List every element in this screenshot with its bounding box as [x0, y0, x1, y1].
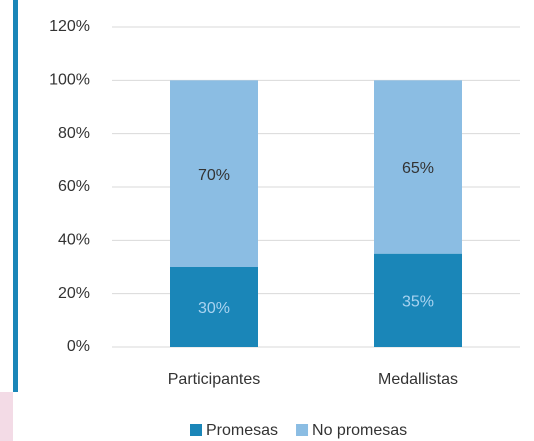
x-tick-label: Participantes	[168, 371, 261, 388]
legend-label: Promesas	[206, 422, 278, 439]
bar-segment	[170, 80, 258, 267]
side-accent	[13, 0, 18, 392]
y-tick-label: 40%	[58, 232, 90, 249]
x-tick-label: Medallistas	[378, 371, 458, 388]
bar-segment	[374, 253, 462, 347]
y-tick-label: 60%	[58, 178, 90, 195]
bar-segment	[374, 80, 462, 254]
legend-swatch	[296, 424, 309, 436]
side-block	[0, 392, 13, 441]
value-label: 35%	[402, 294, 434, 311]
y-tick-label: 0%	[67, 338, 90, 355]
y-tick-label: 120%	[49, 18, 90, 35]
bar-segment	[170, 267, 258, 347]
legend-swatch	[190, 424, 202, 436]
y-tick-label: 100%	[49, 72, 90, 89]
legend-label: No promesas	[312, 422, 407, 439]
y-tick-label: 20%	[58, 285, 90, 302]
value-label: 30%	[198, 300, 230, 317]
value-label: 70%	[198, 167, 230, 184]
value-label: 65%	[402, 160, 434, 177]
y-tick-label: 80%	[58, 125, 90, 142]
